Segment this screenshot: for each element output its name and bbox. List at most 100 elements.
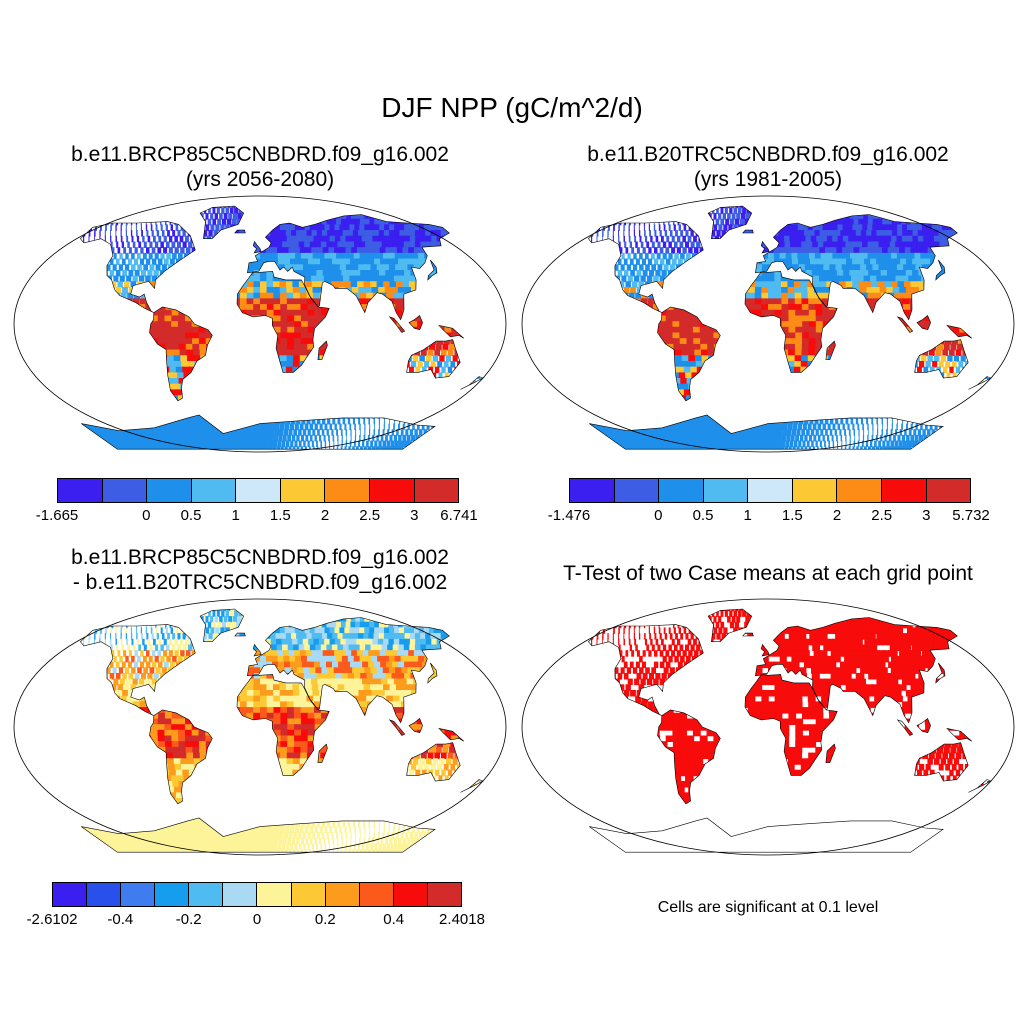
colorbar-tick-label: 3 xyxy=(922,507,931,524)
coastline-greenland xyxy=(199,205,245,239)
colorbar-swatch xyxy=(58,479,103,502)
coastline-borneo xyxy=(408,718,423,734)
colorbar-swatch xyxy=(121,883,156,906)
coastline-northAmerica xyxy=(587,624,704,716)
coastline-greenland xyxy=(199,608,245,642)
coastline-japan xyxy=(935,662,946,684)
coastline-iceland xyxy=(742,229,754,234)
map-present xyxy=(521,195,1015,453)
coastline-africa xyxy=(744,674,838,776)
colorbar-difference xyxy=(52,882,462,907)
colorbar-tick-label: 1 xyxy=(231,507,240,524)
coastline-greenland xyxy=(707,608,753,642)
coastline-japan xyxy=(427,259,438,281)
colorbar-swatch xyxy=(659,479,704,502)
colorbar-swatch xyxy=(87,883,122,906)
coastline-newZealand xyxy=(968,376,992,390)
colorbar-swatch xyxy=(570,479,615,502)
map-difference xyxy=(13,598,507,856)
colorbar-tick-label: 2 xyxy=(320,507,330,524)
colorbar-swatch xyxy=(837,479,882,502)
coastline-madagascar xyxy=(825,340,836,360)
colorbar-swatch xyxy=(792,479,838,502)
colorbar-swatch xyxy=(369,479,415,502)
colorbar-swatch xyxy=(325,479,370,502)
colorbar-tick-label: 0 xyxy=(654,507,663,524)
coastline-eurasia xyxy=(247,617,450,724)
colorbar-swatch xyxy=(393,883,428,906)
colorbar-tick-label: -0.4 xyxy=(107,911,134,928)
colorbar-tick-label: 0 xyxy=(252,911,262,928)
colorbar-swatch xyxy=(102,479,148,502)
colorbar-swatch xyxy=(703,479,749,502)
coastline-antarctica xyxy=(589,817,944,853)
coastline-sumatra xyxy=(896,719,914,736)
coastline-antarctica xyxy=(81,817,436,853)
panel-difference-title-line2: - b.e11.B20TRC5CNBDRD.f09_g16.002 xyxy=(72,571,448,594)
colorbar-tick-label: -2.6102 xyxy=(26,911,78,928)
colorbar-swatch xyxy=(189,883,224,906)
colorbar-swatch xyxy=(257,883,292,906)
coastline-southAmerica xyxy=(657,306,721,402)
colorbar-swatch xyxy=(325,883,360,906)
map-boundary xyxy=(13,195,507,453)
coastline-uk xyxy=(252,240,262,254)
panel-difference-title-line1: b.e11.BRCP85C5CNBDRD.f09_g16.002 xyxy=(71,546,449,569)
colorbar-tick-label: -1.665 xyxy=(35,507,79,524)
colorbar-tick-label: -1.476 xyxy=(547,507,591,524)
coastline-borneo xyxy=(408,315,423,331)
coastline-newGuinea xyxy=(946,324,972,339)
coastline-uk xyxy=(252,643,262,657)
panel-ttest-title: T-Test of two Case means at each grid po… xyxy=(563,562,973,585)
coastline-japan xyxy=(427,662,438,684)
coastline-australia xyxy=(914,742,969,782)
coastline-sumatra xyxy=(388,316,406,333)
colorbar-tick-label: 0 xyxy=(142,507,151,524)
map-boundary xyxy=(13,598,507,856)
panel-present-title-line1: b.e11.B20TRC5CNBDRD.f09_g16.002 xyxy=(587,143,949,166)
colorbar-tick-label: 5.732 xyxy=(952,507,990,524)
coastline-northAmerica xyxy=(79,624,196,716)
coastline-northAmerica xyxy=(79,221,196,313)
colorbar-swatch xyxy=(427,883,461,906)
map-ttest xyxy=(521,598,1015,856)
colorbar-tick-label: 2 xyxy=(832,507,842,524)
coastline-newGuinea xyxy=(438,727,464,742)
coastline-northAmerica xyxy=(587,221,704,313)
colorbar-tick-label: 2.5 xyxy=(871,507,893,524)
coastline-newGuinea xyxy=(946,727,972,742)
coastline-australia xyxy=(406,339,461,379)
colorbar-swatch xyxy=(191,479,237,502)
coastline-antarctica xyxy=(81,414,436,450)
colorbar-swatch xyxy=(280,479,326,502)
colorbar-tick-label: 0.4 xyxy=(383,911,405,928)
coastline-uk xyxy=(760,240,770,254)
coastline-newGuinea xyxy=(438,324,464,339)
main-title: DJF NPP (gC/m^2/d) xyxy=(381,92,643,123)
colorbar-tick-label: -0.2 xyxy=(175,911,202,928)
coastline-madagascar xyxy=(317,743,328,763)
colorbar-tick-label: 1.5 xyxy=(269,507,291,524)
coastline-antarctica xyxy=(589,414,944,450)
colorbar-tick-label: 3 xyxy=(410,507,419,524)
coastline-uk xyxy=(760,643,770,657)
coastline-eurasia xyxy=(247,214,450,321)
colorbar-tick-label: 1 xyxy=(743,507,752,524)
colorbar-tick-label: 1.5 xyxy=(781,507,803,524)
coastline-newZealand xyxy=(460,376,484,390)
colorbar-swatch xyxy=(414,479,459,502)
panel-future-title-line1: b.e11.BRCP85C5CNBDRD.f09_g16.002 xyxy=(71,143,449,166)
coastline-eurasia xyxy=(755,617,958,724)
coastline-southAmerica xyxy=(149,709,213,805)
colorbar-swatch xyxy=(291,883,326,906)
coastline-madagascar xyxy=(825,743,836,763)
colorbar-tick-label: 0.5 xyxy=(180,507,202,524)
colorbar-swatch xyxy=(926,479,971,502)
significance-note: Cells are significant at 0.1 level xyxy=(657,899,879,916)
colorbar-tick-label: 6.741 xyxy=(440,507,478,524)
coastline-borneo xyxy=(916,315,931,331)
coastline-africa xyxy=(744,271,838,373)
coastline-sumatra xyxy=(388,719,406,736)
colorbar-swatch xyxy=(748,479,793,502)
coastline-iceland xyxy=(742,632,754,637)
